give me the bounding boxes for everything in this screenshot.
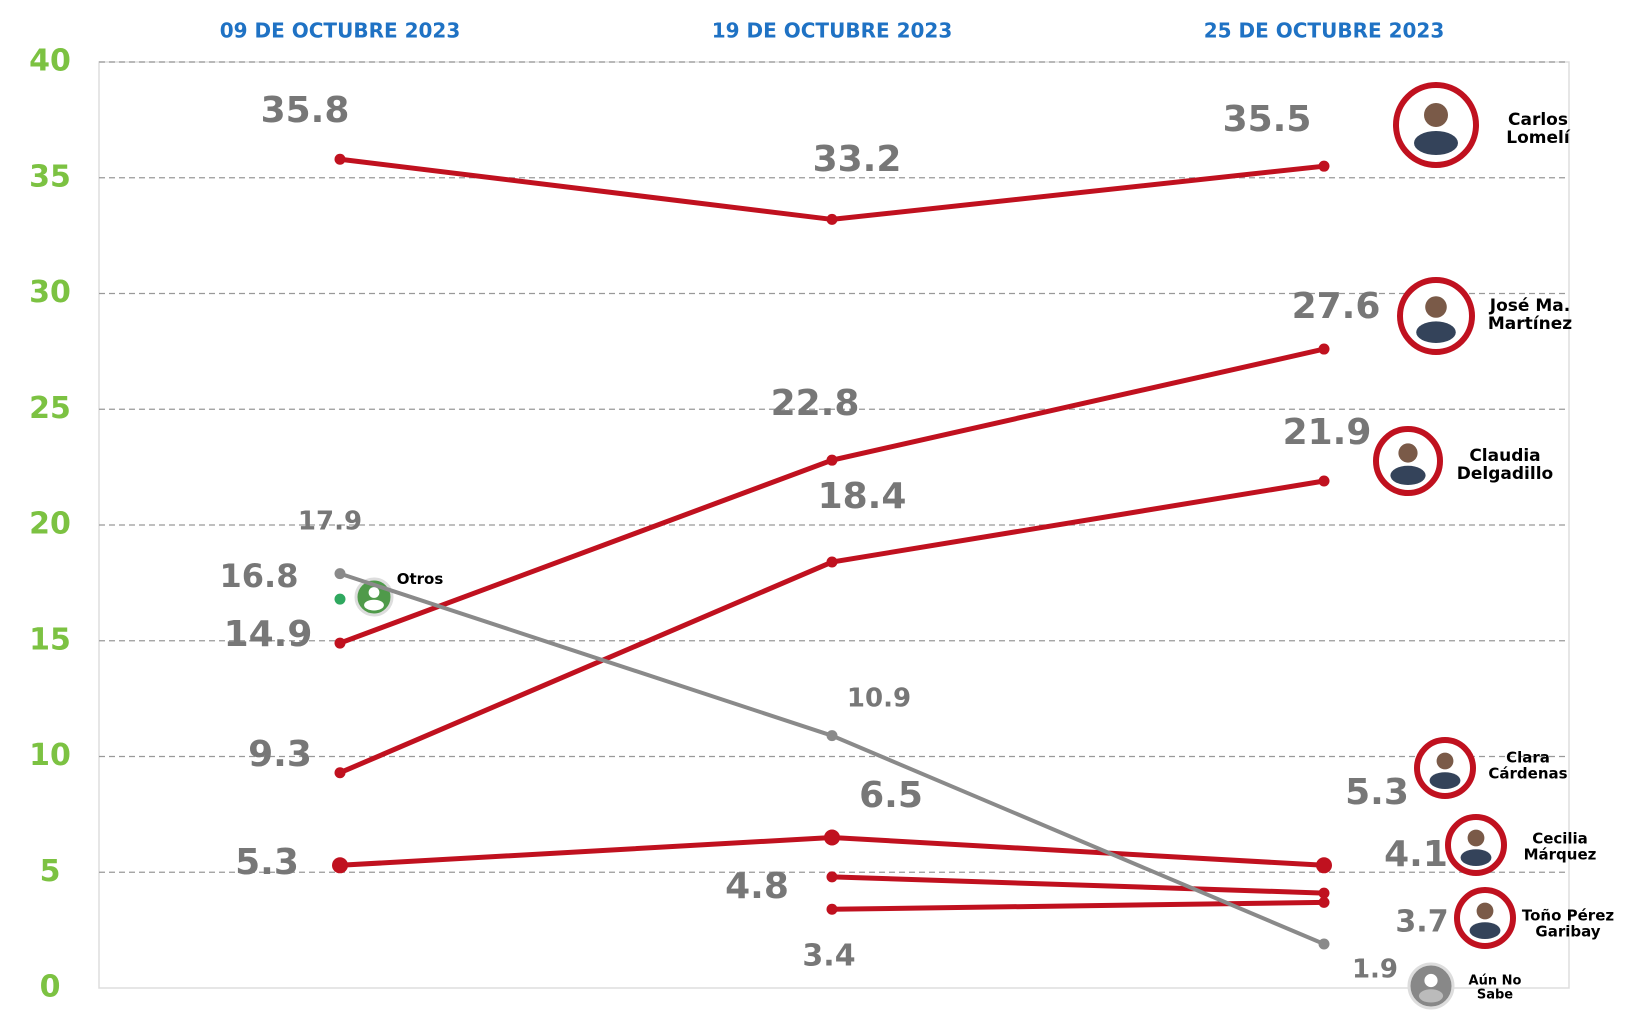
y-tick-label: 35 (29, 159, 71, 194)
page: 0 5 10 15 20 25 30 35 40 09 DE OCTUBRE 2023 19 DE … (0, 0, 1627, 1018)
data-label: 14.9 (224, 614, 313, 655)
avatar-body (1390, 466, 1425, 485)
chart: 0 5 10 15 20 25 30 35 40 09 DE OCTUBRE 2023 19 DE … (0, 0, 1627, 1018)
data-label: 10.9 (847, 684, 911, 714)
y-tick-label: 30 (29, 275, 71, 310)
data-point (827, 557, 838, 568)
series-name: Cecilia Márquez (1510, 831, 1610, 863)
data-label: 17.9 (298, 507, 362, 537)
x-header-label: 25 DE OCTUBRE 2023 (1204, 19, 1445, 43)
y-tick-label: 0 (40, 970, 61, 1005)
data-label: 9.3 (248, 734, 312, 775)
data-point (824, 830, 840, 846)
data-point (335, 767, 346, 778)
avatar-body (1430, 772, 1461, 789)
y-tick-label: 20 (29, 507, 71, 542)
data-label: 16.8 (220, 557, 299, 595)
data-label: 22.8 (771, 383, 860, 424)
data-label: 4.8 (725, 866, 789, 907)
avatar-head (1468, 830, 1485, 847)
data-point (1319, 476, 1330, 487)
data-label: 18.4 (818, 476, 907, 517)
data-label: 4.1 (1384, 834, 1448, 875)
series-name: José Ma. Martínez (1475, 298, 1585, 334)
data-point (1319, 161, 1330, 172)
data-label: 1.9 (1352, 955, 1398, 985)
data-point (1319, 897, 1330, 908)
avatar-body (1419, 989, 1443, 1002)
y-tick-label: 5 (40, 854, 61, 889)
avatar-head (1424, 103, 1448, 127)
avatar-head (1424, 974, 1437, 987)
data-label: 35.5 (1223, 99, 1312, 140)
data-point (1319, 939, 1330, 950)
data-label: 5.3 (235, 842, 299, 883)
data-point (335, 638, 346, 649)
avatar-body (1461, 849, 1492, 866)
avatar-head (1437, 753, 1454, 770)
series-name: Toño Pérez Garibay (1513, 908, 1623, 940)
data-point (335, 594, 346, 605)
avatar-head (1398, 443, 1417, 462)
y-tick-label: 15 (29, 622, 71, 657)
y-tick-label: 40 (29, 44, 71, 79)
avatar-head (369, 587, 380, 598)
data-label: 27.6 (1292, 286, 1381, 327)
data-point (827, 214, 838, 225)
data-label: 35.8 (261, 90, 350, 131)
x-header-label: 19 DE OCTUBRE 2023 (712, 19, 953, 43)
data-label: 5.3 (1345, 772, 1409, 813)
avatar-body (1470, 922, 1501, 939)
data-label: 3.7 (1395, 905, 1448, 940)
data-label: 33.2 (813, 139, 902, 180)
data-point (332, 857, 348, 873)
data-label: 3.4 (802, 939, 855, 974)
data-point (827, 730, 838, 741)
series-line (832, 902, 1324, 909)
series-name: Clara Cárdenas (1478, 750, 1578, 782)
avatar-body (364, 600, 384, 611)
data-point (335, 154, 346, 165)
series-name: Claudia Delgadillo (1440, 448, 1570, 484)
series-line (832, 877, 1324, 893)
avatar-body (1414, 131, 1458, 155)
y-tick-label: 10 (29, 738, 71, 773)
data-point (827, 904, 838, 915)
data-point (1319, 344, 1330, 355)
series-name: Aún No Sabe (1465, 974, 1525, 1001)
data-label: 6.5 (859, 775, 923, 816)
data-point (827, 871, 838, 882)
series-name: Carlos Lomelí (1488, 112, 1588, 148)
x-header-label: 09 DE OCTUBRE 2023 (220, 19, 461, 43)
series-name: Otros (380, 572, 460, 588)
data-label: 21.9 (1283, 412, 1372, 453)
avatar-body (1416, 321, 1456, 343)
avatar-head (1425, 296, 1447, 318)
data-point (1316, 857, 1332, 873)
y-tick-label: 25 (29, 391, 71, 426)
avatar-head (1477, 903, 1494, 920)
data-point (335, 568, 346, 579)
data-point (827, 455, 838, 466)
